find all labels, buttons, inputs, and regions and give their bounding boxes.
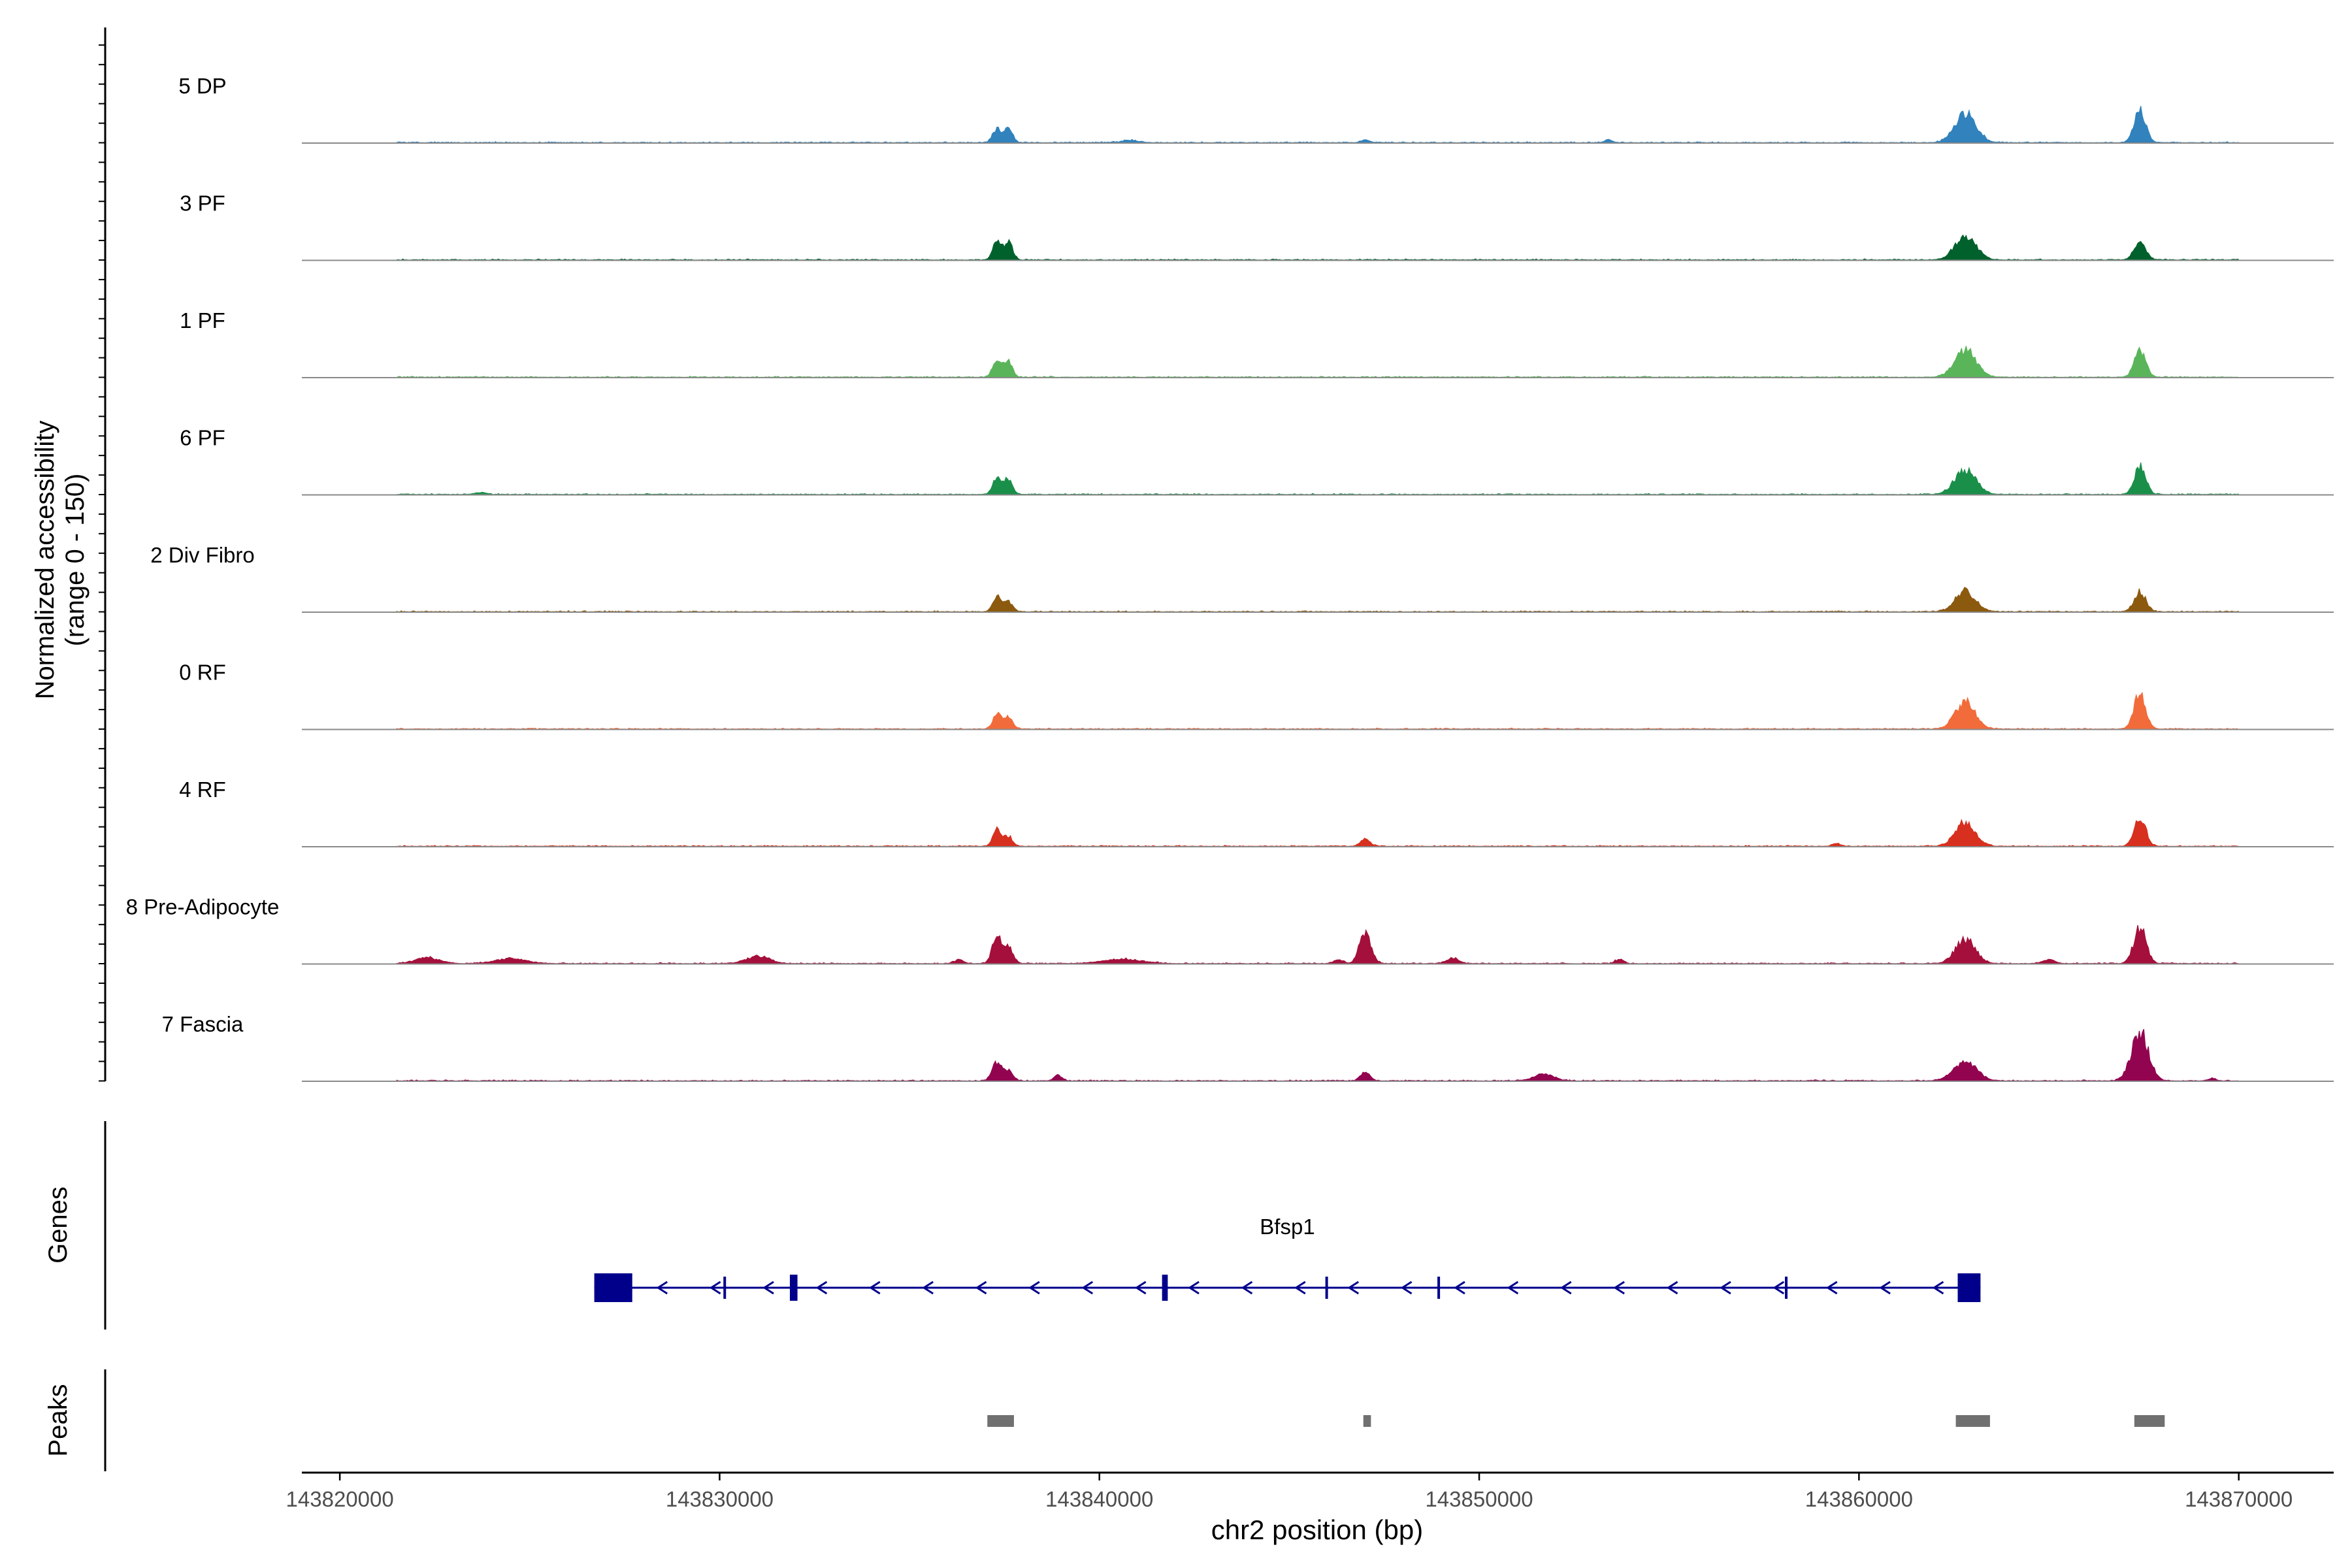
track-label: 7 Fascia	[162, 1012, 244, 1036]
coverage-area	[396, 691, 2239, 730]
genes-track-label: Genes	[44, 1186, 73, 1264]
strand-arrow	[762, 1281, 774, 1295]
coverage-area	[396, 587, 2240, 613]
strand-arrow	[1241, 1281, 1253, 1295]
strand-arrow	[1454, 1281, 1465, 1295]
x-axis-label: chr2 position (bp)	[1211, 1514, 1424, 1545]
strand-arrow	[1720, 1281, 1731, 1295]
track-label: 5 DP	[178, 74, 226, 98]
track-label: 1 PF	[180, 308, 225, 333]
coverage-area	[396, 1028, 2239, 1082]
x-tick-label: 143860000	[1805, 1487, 1913, 1511]
strand-arrow	[1294, 1281, 1306, 1295]
coverage-tracks: 5 DP 3 PF 1 PF 6 PF 2 Div Fibro 0 RF 4 RF 8 Pre…	[126, 74, 2334, 1082]
x-tick-label: 143840000	[1045, 1487, 1153, 1511]
strand-arrow	[1825, 1281, 1838, 1295]
strand-arrow	[1560, 1281, 1572, 1295]
track-label: 0 RF	[179, 661, 226, 685]
track-4-rf: 4 RF	[179, 777, 2334, 847]
track-6-pf: 6 PF	[180, 426, 2334, 496]
track-5-dp: 5 DP	[178, 74, 2334, 144]
strand-arrow	[1347, 1281, 1360, 1295]
strand-arrow	[1028, 1281, 1040, 1295]
coverage-area	[397, 346, 2239, 378]
peak-region	[2134, 1415, 2165, 1427]
exon	[1785, 1277, 1788, 1299]
track-0-rf: 0 RF	[179, 661, 2334, 730]
coverage-area	[396, 819, 2239, 847]
strand-arrow	[1507, 1281, 1519, 1295]
strand-arrow	[709, 1281, 721, 1295]
strand-arrow	[656, 1281, 668, 1295]
peaks-track	[987, 1415, 2165, 1427]
track-label: 8 Pre-Adipocyte	[126, 895, 280, 919]
strand-arrow	[1081, 1281, 1094, 1295]
gene-track: Bfsp1	[594, 1215, 1981, 1302]
exon	[1325, 1277, 1328, 1299]
x-tick-label: 143850000	[1425, 1487, 1533, 1511]
track-1-pf: 1 PF	[180, 308, 2334, 378]
strand-arrow	[1879, 1281, 1891, 1295]
x-axis-ticks: 143820000 143830000 143840000 143850000 1438…	[286, 1473, 2293, 1511]
track-3-pf: 3 PF	[180, 191, 2334, 261]
exon	[723, 1277, 727, 1299]
coverage-area	[396, 234, 2240, 261]
strand-arrow	[1134, 1281, 1147, 1295]
exon	[789, 1275, 798, 1301]
x-tick-label: 143870000	[2185, 1487, 2293, 1511]
strand-arrow	[1400, 1281, 1413, 1295]
y-axis-label-line1: Normalized accessibility	[31, 421, 59, 700]
strand-arrow	[922, 1281, 934, 1295]
strand-arrow	[815, 1281, 828, 1295]
strand-arrow	[1666, 1281, 1678, 1295]
coverage-area	[396, 462, 2240, 495]
gene-name-label: Bfsp1	[1260, 1215, 1315, 1239]
x-tick-label: 143820000	[286, 1487, 394, 1511]
track-label: 4 RF	[179, 777, 226, 802]
peak-region	[1363, 1415, 1371, 1427]
strand-arrow	[1772, 1281, 1785, 1295]
strand-arrow	[1613, 1281, 1625, 1295]
coverage-area	[396, 924, 2239, 964]
strand-arrow	[1932, 1281, 1944, 1295]
track-label: 3 PF	[180, 191, 225, 216]
peaks-track-label: Peaks	[44, 1384, 73, 1456]
y-axis-ticks	[99, 44, 105, 1082]
x-tick-label: 143830000	[666, 1487, 774, 1511]
peak-region	[987, 1415, 1014, 1427]
track-7-fascia: 7 Fascia	[162, 1012, 2334, 1082]
track-label: 2 Div Fibro	[150, 543, 255, 567]
exon	[594, 1273, 632, 1302]
strand-arrow	[869, 1281, 881, 1295]
coverage-area	[396, 106, 2239, 144]
track-label: 6 PF	[180, 426, 225, 450]
track-8-pre-adipocyte: 8 Pre-Adipocyte	[126, 895, 2334, 965]
peak-region	[1955, 1415, 1990, 1427]
exon	[1957, 1273, 1981, 1302]
axes: 143820000 143830000 143840000 143850000 1438…	[31, 27, 2334, 1545]
track-2-div-fibro: 2 Div Fibro	[150, 543, 2334, 613]
exon	[1437, 1277, 1441, 1299]
exon	[1162, 1275, 1168, 1301]
y-axis-label-line2: (range 0 - 150)	[61, 474, 90, 647]
strand-arrow	[975, 1281, 987, 1295]
strand-arrow	[1188, 1281, 1200, 1295]
